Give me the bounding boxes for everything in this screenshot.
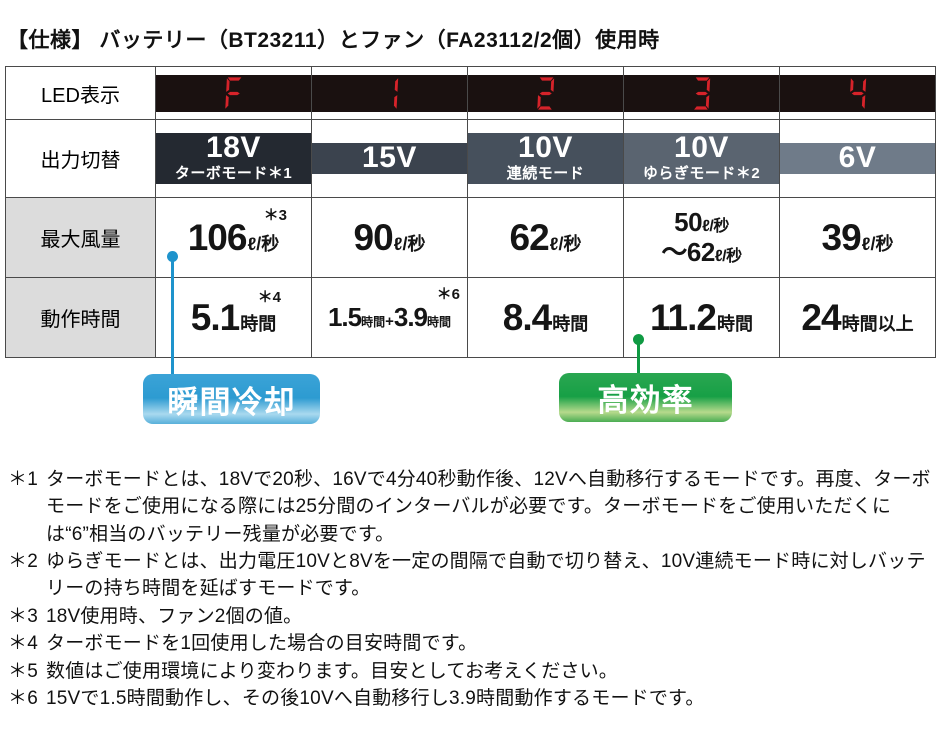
duration-cell-10v-fluctuation: 11.2時間	[623, 277, 780, 358]
footnotes: ＊1 ターボモードとは、18Vで20秒、16Vで4分40秒動作後、12Vへ自動移行…	[8, 466, 934, 712]
footnote-marker: ＊6	[8, 687, 38, 709]
mode-cell-10v-continuous: 10V 連続モード	[467, 119, 624, 198]
callout-label: 高効率	[597, 383, 694, 418]
airflow-value: 62	[509, 216, 550, 258]
footnote-marker: ＊2	[8, 551, 38, 573]
seven-segment-icon	[378, 75, 401, 112]
duration-unit: 時間	[361, 315, 386, 329]
callout-label: 瞬間冷却	[167, 384, 296, 420]
duration-value: 11.2	[650, 296, 717, 338]
airflow-cell-turbo: ＊3 106ℓ/秒	[155, 197, 312, 278]
mode-cell-6v: 6V	[779, 119, 936, 198]
airflow-unit: ℓ/秒	[549, 233, 582, 254]
footnote-ref: ＊4	[257, 289, 281, 306]
mode-cell-15v: 15V	[311, 119, 468, 198]
footnote-text: 18V使用時、ファン2個の値。	[46, 605, 303, 627]
duration-cell-turbo: ＊4 5.1時間	[155, 277, 312, 358]
seven-segment-icon	[846, 75, 869, 112]
footnote-1: ＊1 ターボモードとは、18Vで20秒、16Vで4分40秒動作後、12Vへ自動移行…	[8, 466, 934, 548]
row-header-run-time: 動作時間	[5, 277, 156, 358]
mode-label: ターボモード＊1	[174, 164, 293, 182]
seven-segment-icon	[534, 75, 557, 112]
duration-unit: 時間	[552, 313, 589, 334]
duration-cell-10v-continuous: 8.4時間	[467, 277, 624, 358]
connector-dot-blue	[167, 251, 178, 262]
footnote-text: ターボモードを1回使用した場合の目安時間です。	[46, 633, 478, 655]
airflow-value: 106	[187, 216, 248, 258]
footnote-ref: ＊6	[436, 286, 460, 303]
duration-value: 3.9	[393, 302, 428, 332]
led-cell-3	[623, 66, 780, 120]
duration-unit: 時間	[240, 313, 277, 334]
duration-value: 1.5	[327, 302, 362, 332]
airflow-cell-15v: 90ℓ/秒	[311, 197, 468, 278]
callout-high-efficiency: 高効率	[559, 373, 732, 422]
footnote-text: 15Vで1.5時間動作し、その後10Vへ自動移行し3.9時間動作するモードです。	[46, 687, 705, 709]
footnote-marker: ＊3	[8, 605, 38, 627]
airflow-value: 90	[353, 216, 394, 258]
mode-voltage: 6V	[838, 141, 877, 175]
airflow-unit: ℓ/秒	[714, 247, 742, 265]
duration-value: 24	[801, 296, 841, 338]
footnote-3: ＊3 18V使用時、ファン2個の値。	[8, 603, 934, 630]
footnote-marker: ＊1	[8, 469, 38, 490]
airflow-unit: ℓ/秒	[702, 217, 729, 235]
table-row-max-airflow: 最大風量 ＊3 106ℓ/秒 90ℓ/秒 62ℓ/秒 50ℓ/秒 ～62ℓ/秒 …	[5, 197, 936, 278]
table-row-led: LED表示	[5, 66, 936, 120]
duration-unit: 時間	[427, 315, 452, 329]
duration-value: 5.1	[190, 296, 240, 338]
led-cell-f	[155, 66, 312, 120]
led-cell-4	[779, 66, 936, 120]
seven-segment-icon	[222, 75, 245, 112]
mode-voltage: 10V	[674, 131, 729, 165]
footnote-4: ＊4 ターボモードを1回使用した場合の目安時間です。	[8, 630, 934, 657]
mode-voltage: 10V	[518, 131, 573, 165]
airflow-value: 39	[821, 216, 862, 258]
footnote-text: ターボモードとは、18Vで20秒、16Vで4分40秒動作後、12Vへ自動移行する…	[46, 469, 931, 545]
table-row-output-mode: 出力切替 18V ターボモード＊1 15V 10V 連続モード 10V ゆらぎモ…	[5, 119, 936, 198]
footnote-text: 数値はご使用環境により変わります。目安としてお考えください。	[46, 660, 619, 682]
airflow-cell-6v: 39ℓ/秒	[779, 197, 936, 278]
airflow-cell-10v-continuous: 62ℓ/秒	[467, 197, 624, 278]
mode-label: ゆらぎモード＊2	[642, 164, 761, 182]
airflow-unit: ℓ/秒	[861, 233, 894, 254]
row-header-output-mode: 出力切替	[5, 119, 156, 198]
connector-line-green	[637, 341, 640, 374]
airflow-unit: ℓ/秒	[247, 233, 280, 254]
mode-label: 連続モード	[506, 164, 585, 182]
spec-table: LED表示 出力切替 18V ターボモード＊1 15V 10V 連続モード 10…	[5, 66, 936, 358]
footnote-marker: ＊5	[8, 660, 38, 682]
mode-cell-18v-turbo: 18V ターボモード＊1	[155, 119, 312, 198]
table-row-run-time: 動作時間 ＊4 5.1時間 ＊6 1.5時間+3.9時間 8.4時間 11.2時…	[5, 277, 936, 358]
page-title: 【仕様】 バッテリー（BT23211）とファン（FA23112/2個）使用時	[7, 29, 660, 52]
footnote-text: ゆらぎモードとは、出力電圧10Vと8Vを一定の間隔で自動で切り替え、10V連続モ…	[46, 551, 926, 600]
duration-value: 8.4	[502, 296, 552, 338]
footnote-ref: ＊3	[263, 207, 287, 224]
mode-voltage: 18V	[206, 131, 261, 165]
led-cell-2	[467, 66, 624, 120]
connector-line-blue	[171, 258, 174, 375]
row-header-max-airflow: 最大風量	[5, 197, 156, 278]
plus-sign: +	[385, 313, 394, 330]
duration-cell-15v: ＊6 1.5時間+3.9時間	[311, 277, 468, 358]
connector-dot-green	[633, 334, 644, 345]
row-header-led: LED表示	[5, 66, 156, 120]
airflow-unit: ℓ/秒	[393, 233, 426, 254]
airflow-cell-10v-fluctuation: 50ℓ/秒 ～62ℓ/秒	[623, 197, 780, 278]
airflow-value: 50	[674, 206, 703, 237]
mode-voltage: 15V	[362, 141, 417, 175]
led-cell-1	[311, 66, 468, 120]
duration-cell-6v: 24時間以上	[779, 277, 936, 358]
duration-unit: 時間以上	[841, 313, 914, 334]
footnote-marker: ＊4	[8, 633, 38, 655]
callout-instant-cooling: 瞬間冷却	[143, 374, 320, 424]
seven-segment-icon	[690, 75, 713, 112]
footnote-2: ＊2 ゆらぎモードとは、出力電圧10Vと8Vを一定の間隔で自動で切り替え、10V連…	[8, 548, 934, 603]
footnote-5: ＊5 数値はご使用環境により変わります。目安としてお考えください。	[8, 658, 934, 685]
footnote-6: ＊6 15Vで1.5時間動作し、その後10Vへ自動移行し3.9時間動作するモードで…	[8, 685, 934, 712]
duration-unit: 時間	[716, 313, 753, 334]
airflow-value: ～62	[661, 236, 715, 267]
mode-cell-10v-fluctuation: 10V ゆらぎモード＊2	[623, 119, 780, 198]
